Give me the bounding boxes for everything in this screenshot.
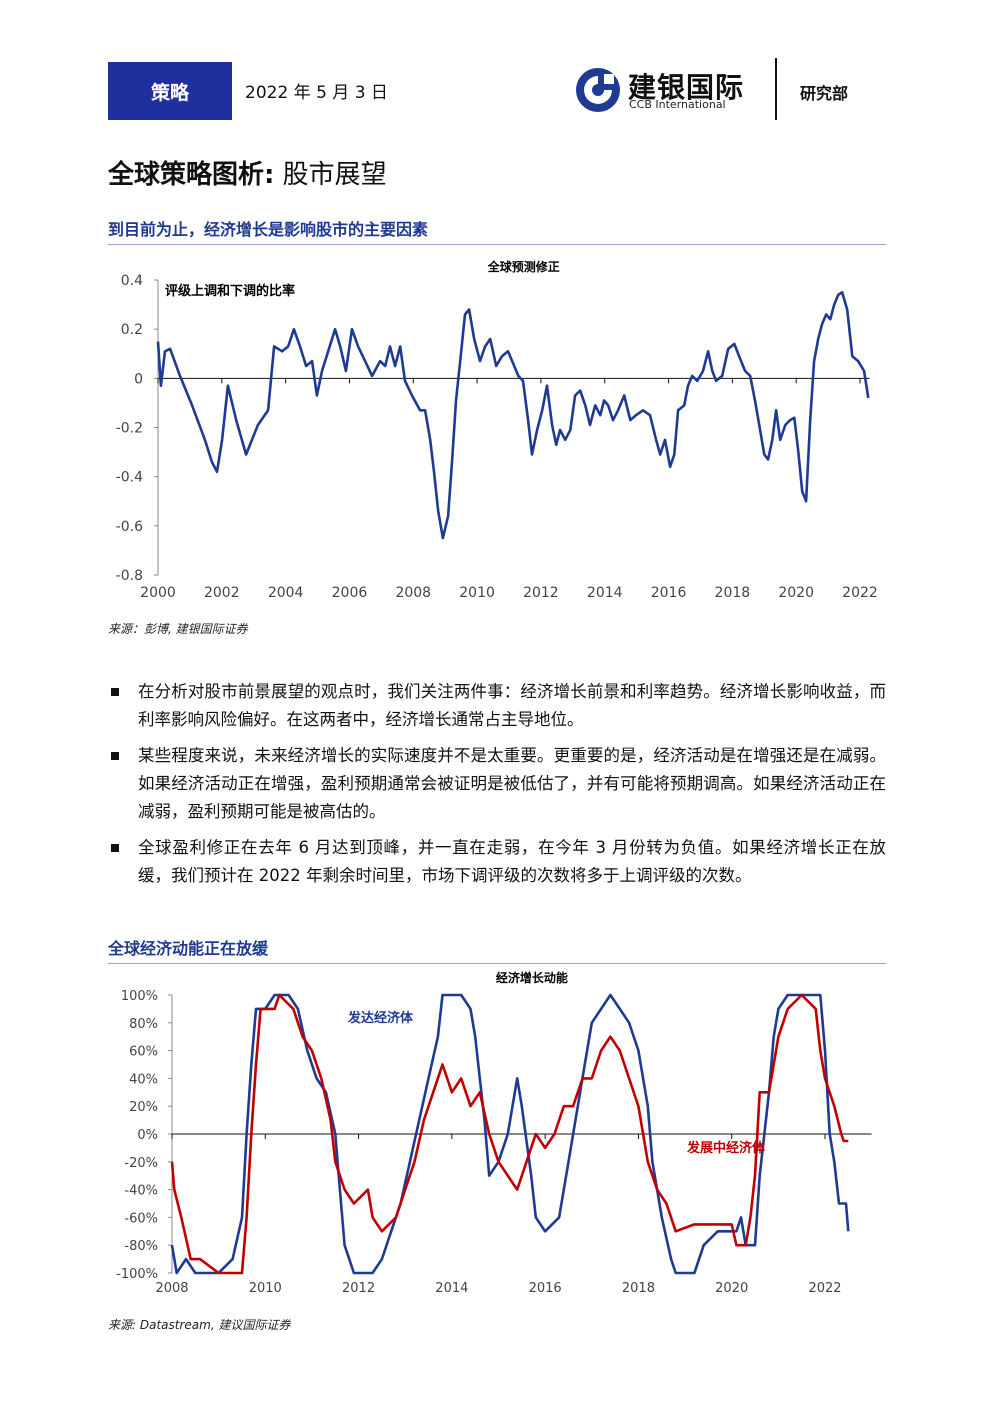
x-tick-label: 2016 (651, 585, 687, 601)
series-label: 发展中经济体 (686, 1140, 766, 1156)
y-tick-label: 0% (137, 1128, 158, 1143)
y-tick-label: 100% (121, 989, 158, 1004)
y-tick-label: -0.4 (116, 470, 143, 486)
x-tick-label: 2008 (155, 1281, 188, 1296)
bullet: 在分析对股市前景展望的观点时，我们关注两件事：经济增长前景和利率趋势。经济增长影… (108, 678, 886, 734)
y-tick-label: 0.2 (121, 322, 143, 338)
line-series (156, 291, 870, 540)
chart-title: 经济增长动能 (496, 970, 568, 985)
x-tick-label: 2018 (715, 585, 751, 601)
x-tick-label: 2014 (435, 1281, 468, 1296)
bullet: 某些程度来说，未来经济增长的实际速度并不是太重要。更重要的是，经济活动是在增强还… (108, 742, 886, 826)
x-tick-label: 2002 (204, 585, 240, 601)
x-tick-label: 2020 (778, 585, 814, 601)
chart: 经济增长动能 100% 80% 60% 40% 20% 0% -20% -40% -60% -80%… (116, 970, 872, 1296)
source: 来源: Datastream, 建议国际证券 (108, 1318, 291, 1332)
x-tick-label: 2012 (342, 1281, 375, 1296)
y-tick-label: 80% (129, 1017, 158, 1032)
logo-subtext: CCB International (629, 98, 726, 111)
title-main: 全球策略图析: (108, 160, 275, 190)
x-tick-label: 2022 (842, 585, 878, 601)
bullet-list: 在分析对股市前景展望的观点时，我们关注两件事：经济增长前景和利率趋势。经济增长影… (108, 678, 886, 898)
chart-title: 全球预测修正 (487, 259, 560, 274)
x-tick-label: 2018 (622, 1281, 655, 1296)
x-tick-label: 2006 (332, 585, 368, 601)
x-tick-label: 2014 (587, 585, 623, 601)
page-title: 全球策略图析: 股市展望 (108, 154, 387, 191)
y-tick-label: -20% (124, 1156, 158, 1171)
header-date: 2022 年 5 月 3 日 (245, 83, 388, 103)
y-tick-label: 0.4 (121, 273, 143, 289)
bullet: 全球盈利修正在去年 6 月达到顶峰，并一直在走弱，在今年 3 月份转为负值。如果… (108, 834, 886, 890)
y-tick-label: -0.6 (116, 519, 143, 535)
line-series (170, 993, 850, 1275)
x-tick-label: 2016 (529, 1281, 562, 1296)
y-tick-label: 60% (129, 1045, 158, 1060)
y-tick-label: 0 (134, 371, 143, 387)
chart: 全球预测修正评级上调和下调的比率0.40.20-0.2-0.4-0.6-0.82… (116, 259, 878, 601)
section-heading: 到目前为止，经济增长是影响股市的主要因素 (108, 216, 886, 245)
x-tick-label: 2004 (268, 585, 304, 601)
y-tick-label: -80% (124, 1239, 158, 1254)
divider (775, 58, 777, 120)
source: 来源：彭博, 建银国际证券 (108, 622, 248, 636)
logo-text: 建银国际 (628, 71, 745, 104)
x-tick-label: 2020 (715, 1281, 748, 1296)
y-tick-label: -0.2 (116, 421, 143, 437)
x-tick-label: 2008 (395, 585, 431, 601)
series-label: 发达经济体 (347, 1010, 414, 1026)
y-tick-label: 40% (129, 1072, 158, 1087)
x-tick-label: 2010 (459, 585, 495, 601)
axis-annotation: 评级上调和下调的比率 (165, 283, 295, 299)
line-series (170, 993, 849, 1275)
x-tick-label: 2012 (523, 585, 559, 601)
department: 研究部 (800, 84, 849, 103)
section-heading: 全球经济动能正在放缓 (108, 935, 886, 964)
x-tick-label: 2010 (249, 1281, 282, 1296)
logo-icon (576, 68, 620, 112)
y-tick-label: 20% (129, 1100, 158, 1115)
title-sub: 股市展望 (282, 160, 387, 190)
y-tick-label: -40% (124, 1184, 158, 1199)
y-tick-label: -0.8 (116, 568, 143, 584)
x-tick-label: 2000 (140, 585, 176, 601)
header-tag: 策略 (108, 62, 232, 120)
x-tick-label: 2022 (808, 1281, 841, 1296)
y-tick-label: -100% (116, 1267, 158, 1282)
y-tick-label: -60% (124, 1211, 158, 1226)
